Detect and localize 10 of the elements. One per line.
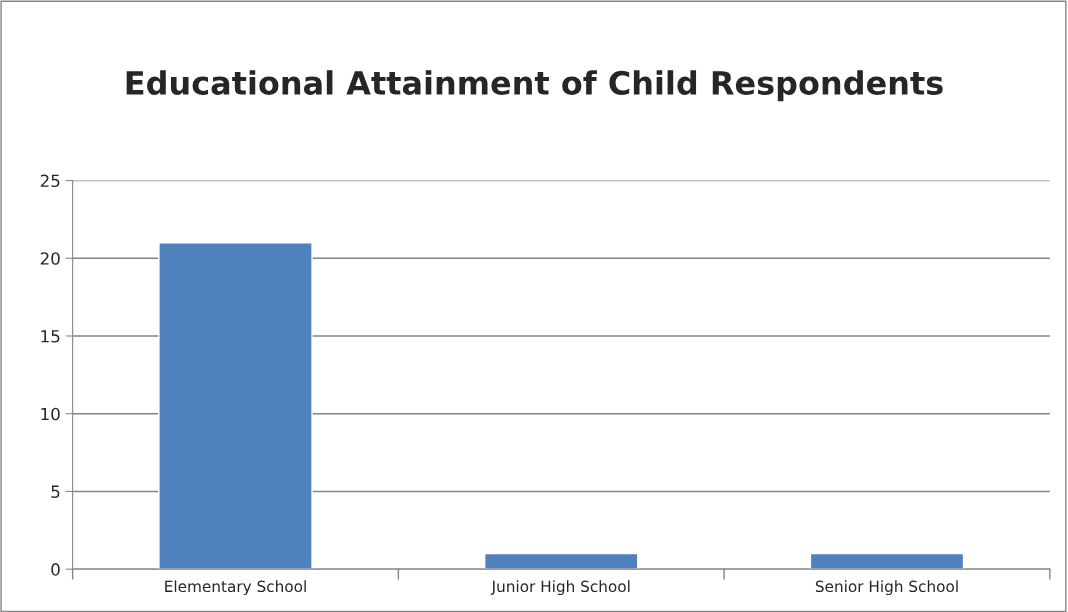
chart-title: Educational Attainment of Child Respondents (126, 70, 943, 102)
y-tick-label: 5 (51, 485, 60, 498)
y-tick-label: 10 (41, 407, 60, 421)
x-tick-label: Junior High School (490, 580, 630, 596)
x-tick-label: Elementary School (165, 580, 306, 596)
y-tick-label: 25 (40, 174, 60, 188)
y-tick-label: 0 (51, 563, 60, 576)
y-tick-label: 15 (41, 330, 60, 343)
x-tick-label: Senior High School (815, 580, 958, 596)
y-tick-label: 20 (40, 252, 60, 265)
